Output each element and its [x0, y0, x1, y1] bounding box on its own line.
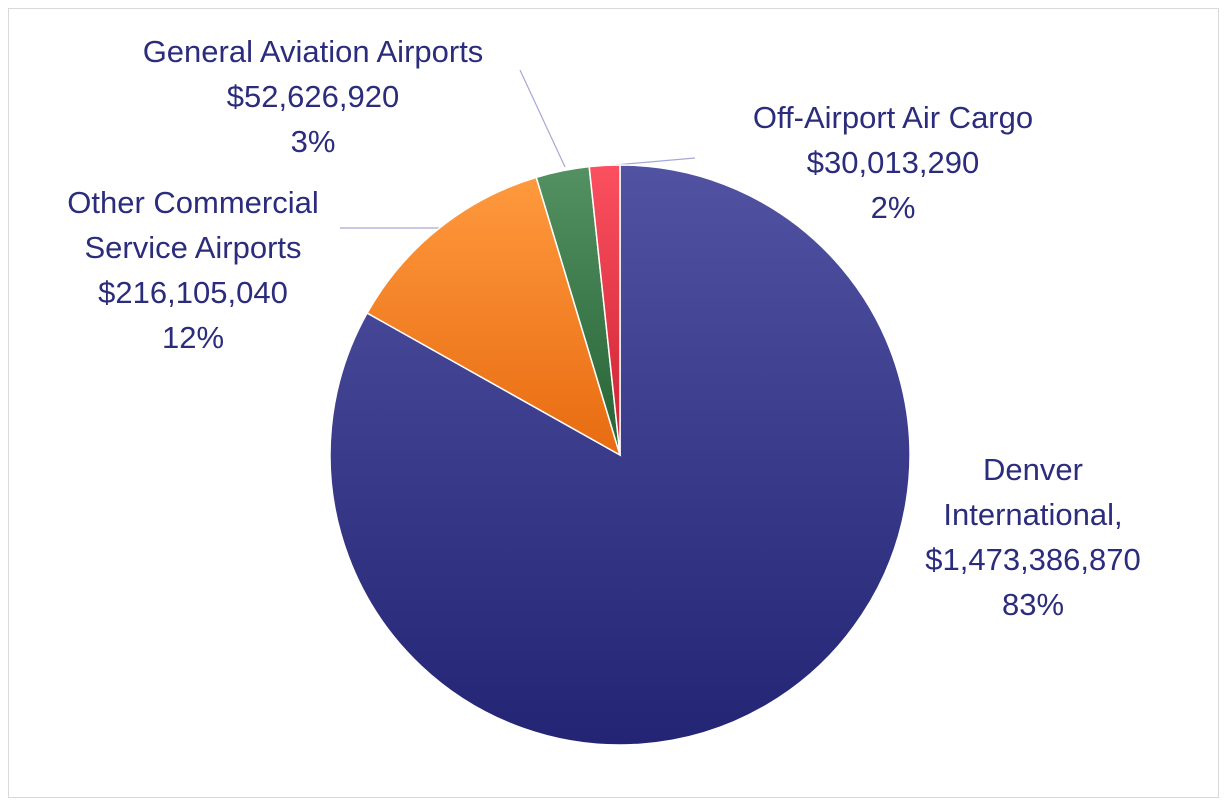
data-label-line: Denver — [983, 452, 1083, 487]
data-label-line: 3% — [291, 124, 336, 159]
data-label-line: 2% — [871, 190, 916, 225]
data-label-line: $1,473,386,870 — [925, 542, 1141, 577]
data-label-line: General Aviation Airports — [143, 34, 484, 69]
leader-line — [519, 69, 566, 168]
data-label-line: $216,105,040 — [98, 275, 288, 310]
data-label-line: $52,626,920 — [227, 79, 399, 114]
data-label-off-airport-air-cargo: Off-Airport Air Cargo $30,013,290 2% — [753, 100, 1033, 225]
data-label-line: International, — [943, 497, 1122, 532]
data-label-other-commercial-service-airports: Other Commercial Service Airports $216,105… — [67, 185, 319, 355]
data-label-general-aviation-airports: General Aviation Airports $52,626,920 3% — [143, 34, 484, 159]
data-label-line: Off-Airport Air Cargo — [753, 100, 1033, 135]
data-label-line: 83% — [1002, 587, 1064, 622]
leader-line — [614, 157, 696, 166]
data-label-line: 12% — [162, 320, 224, 355]
data-label-line: $30,013,290 — [807, 145, 979, 180]
pie-slice-off-airport-air-cargo — [588, 164, 621, 456]
data-label-denver-international: Denver International, $1,473,386,870 83% — [925, 452, 1141, 622]
data-label-line: Service Airports — [84, 230, 301, 265]
data-label-line: Other Commercial — [67, 185, 319, 220]
